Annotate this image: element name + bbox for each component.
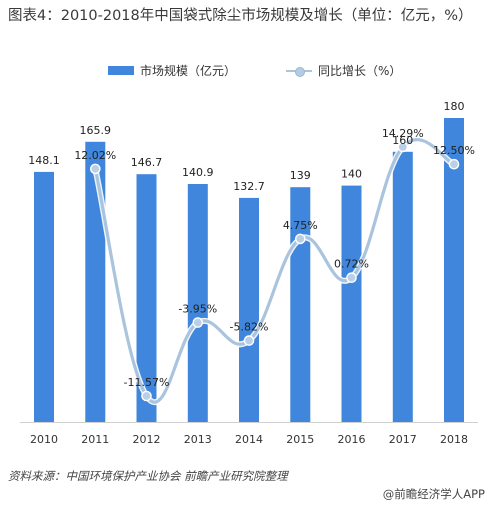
x-tick-label: 2010 — [30, 433, 58, 446]
growth-point-2016 — [346, 272, 357, 284]
chart-legend: 市场规模（亿元） 同比增长（%） — [0, 62, 495, 80]
x-tick-label: 2015 — [286, 433, 314, 446]
bar-value-label: 165.9 — [80, 124, 112, 137]
legend-item-line: 同比增长（%） — [286, 62, 401, 79]
x-tick-label: 2018 — [440, 433, 468, 446]
x-tick-label: 2012 — [133, 433, 161, 446]
x-tick-label: 2016 — [338, 433, 366, 446]
bar-2011 — [85, 141, 106, 423]
bar-value-label: 180 — [444, 100, 465, 113]
bar-value-label: 139 — [290, 169, 311, 182]
bar-2012 — [136, 174, 157, 422]
growth-value-label: 12.50% — [433, 144, 475, 157]
growth-point-2017 — [397, 141, 409, 153]
bar-2016 — [341, 185, 362, 422]
growth-point-2012 — [141, 390, 152, 402]
brand-credit: @前瞻经济学人APP — [382, 487, 485, 501]
bar-2014 — [239, 197, 259, 422]
growth-value-label: 0.72% — [334, 258, 369, 271]
growth-point-2015 — [294, 233, 306, 245]
bar-value-label: 140 — [341, 168, 362, 181]
x-tick-label: 2011 — [81, 433, 109, 446]
x-tick-label: 2013 — [184, 433, 212, 446]
bar-value-label: 148.1 — [28, 154, 60, 167]
legend-bar-swatch — [108, 66, 134, 75]
bar-value-label: 146.7 — [131, 156, 163, 169]
legend-bar-label: 市场规模（亿元） — [140, 64, 237, 78]
growth-point-2011 — [90, 163, 101, 175]
growth-point-2018 — [448, 158, 460, 170]
x-tick-label: 2017 — [389, 433, 417, 446]
bar-2018 — [444, 118, 464, 422]
bar-value-label: 160 — [392, 134, 413, 147]
chart-title: 图表4：2010-2018年中国袋式除尘市场规模及增长（单位：亿元，%） — [8, 8, 473, 24]
bar-2017 — [392, 151, 413, 423]
growth-value-label: 12.02% — [74, 149, 116, 162]
bar-2013 — [187, 184, 208, 422]
growth-value-label: -5.82% — [230, 321, 269, 334]
growth-point-2013 — [192, 317, 204, 328]
legend-item-bar: 市场规模（亿元） — [108, 62, 236, 79]
growth-value-label: 14.29% — [382, 127, 424, 140]
x-tick-label: 2014 — [235, 433, 263, 446]
growth-value-label: 4.75% — [283, 219, 318, 232]
bar-value-label: 140.9 — [182, 166, 214, 179]
growth-value-label: -11.57% — [124, 376, 170, 389]
source-note: 资料来源：中国环境保护产业协会 前瞻产业研究院整理 — [8, 469, 288, 483]
bar-value-label: 132.7 — [233, 180, 265, 193]
legend-line-swatch — [286, 66, 312, 77]
growth-value-label: -3.95% — [178, 303, 217, 316]
bar-2010 — [34, 171, 54, 422]
legend-line-label: 同比增长（%） — [318, 64, 402, 78]
growth-point-2014 — [243, 335, 255, 346]
